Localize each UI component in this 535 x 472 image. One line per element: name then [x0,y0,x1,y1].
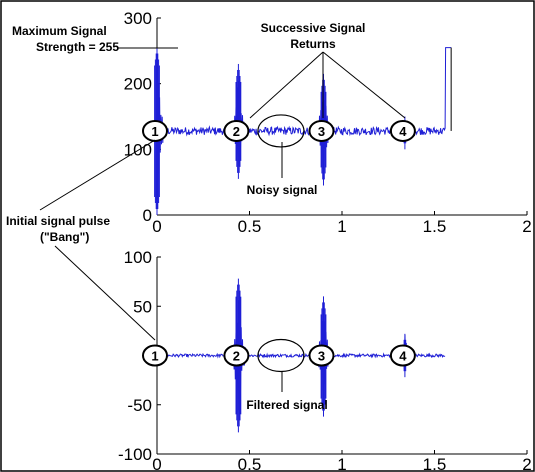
initial-pointer-top [39,139,156,211]
bottom-x-tick-label: 1 [337,455,346,472]
top-marker-label: 3 [318,124,325,139]
top-y-tick-label: 0 [143,206,152,225]
bottom-y-tick-label: -50 [127,396,152,415]
top-marker-2 [223,119,250,142]
bottom-x-tick-label: 1.5 [423,455,447,472]
bottom-y-tick-label: 100 [124,248,152,267]
bottom-x-tick-label: 0 [152,455,161,472]
noisy-label: Noisy signal [247,183,318,197]
top-x-tick-label: 1 [337,217,346,236]
bottom-panel: 00.511.52-100-500501001234 [118,248,532,472]
annotations-layer: Maximum Signal Strength = 255 Successive S… [6,21,406,412]
returns-label: Successive Signal [261,21,366,35]
initial-pointer-bottom [54,245,156,341]
bottom-marker-3 [308,344,335,367]
initial-pulse-label: Initial signal pulse [6,214,110,228]
bottom-x-tick-label: 0.5 [238,455,262,472]
top-signal-region-ellipse [257,114,305,148]
top-marker-label: 1 [151,124,158,139]
bottom-marker-1 [142,344,168,367]
filtered-label: Filtered signal [246,398,327,412]
bottom-y-tick-label: 50 [133,297,152,316]
top-x-tick-label: 2 [522,217,531,236]
bottom-marker-label: 4 [399,349,407,364]
max-signal-label: Maximum Signal [12,24,107,38]
top-x-tick-label: 1.5 [423,217,447,236]
bottom-x-tick-label: 2 [522,455,531,472]
top-x-tick-label: 0 [152,217,161,236]
bottom-marker-2 [223,344,250,367]
top-marker-1 [142,119,168,142]
returns-label: Returns [290,37,336,51]
initial-pulse-label: ("Bang") [40,230,89,244]
returns-pointer-2 [249,51,324,119]
top-marker-4 [389,119,416,142]
bottom-signal-region-ellipse [257,338,305,373]
top-y-tick-label: 300 [124,9,152,28]
max-signal-label: Strength = 255 [36,40,119,54]
bottom-marker-label: 2 [233,349,240,364]
bottom-marker-label: 1 [151,349,158,364]
top-marker-3 [308,119,335,142]
top-x-tick-label: 0.5 [238,217,262,236]
returns-pointer-4 [322,51,406,119]
top-marker-label: 2 [233,124,240,139]
top-marker-label: 4 [399,124,407,139]
bottom-marker-label: 3 [318,349,325,364]
bottom-y-tick-label: -100 [118,445,152,464]
bottom-marker-4 [389,344,416,367]
top-y-tick-label: 200 [124,75,152,94]
